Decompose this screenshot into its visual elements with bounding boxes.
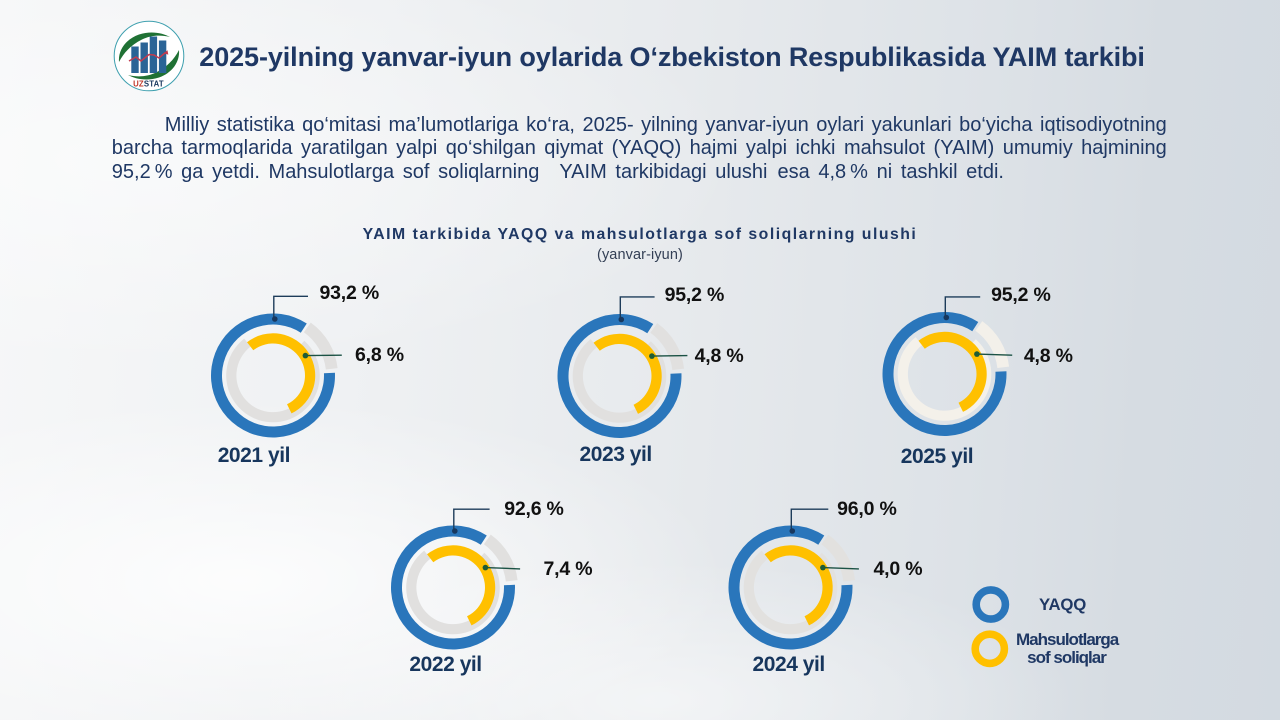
svg-text:UZSTAT: UZSTAT (133, 79, 164, 88)
